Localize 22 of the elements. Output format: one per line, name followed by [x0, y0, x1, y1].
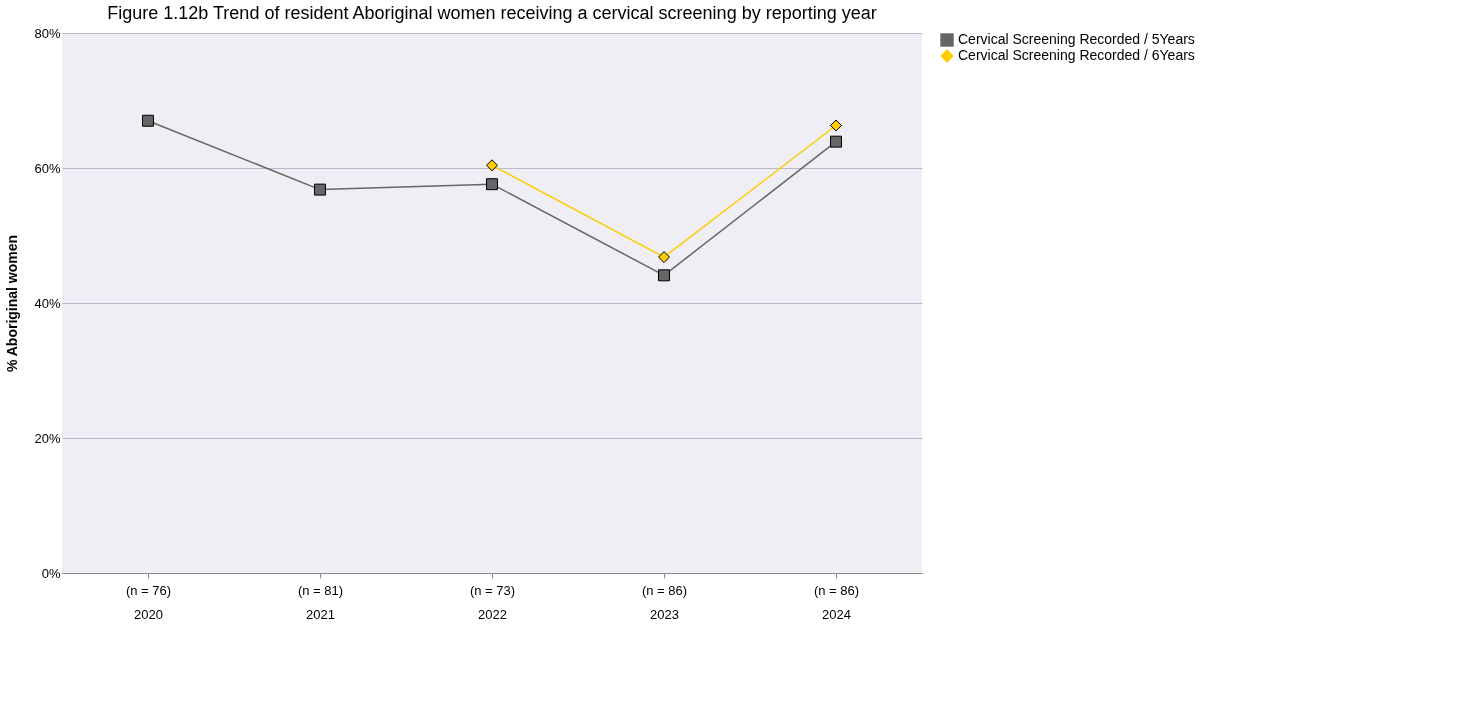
y-axis-title: % Aboriginal women: [4, 234, 21, 373]
x-tick-label: (n = 81) 2021: [297, 582, 344, 622]
x-tick-label: (n = 86) 2024: [813, 582, 860, 622]
y-tick-label: 80%: [34, 25, 61, 41]
x-tick-label: (n = 76) 2020: [125, 582, 172, 622]
point: [830, 119, 842, 132]
point: [486, 159, 498, 172]
point: [658, 269, 670, 282]
point: [658, 251, 670, 264]
y-tick-label: 60%: [34, 160, 61, 176]
legend-label: Cervical Screening Recorded / 5Years: [958, 31, 1195, 47]
point: [142, 114, 154, 127]
point: [830, 135, 842, 148]
y-tick-label: 40%: [34, 295, 61, 311]
legend-label: Cervical Screening Recorded / 6Years: [958, 47, 1195, 63]
y-tick-label: 0%: [41, 565, 61, 581]
point: [314, 183, 326, 196]
chart-title: Figure 1.12b Trend of resident Aboriginal women receiving a cervical screening by reporting year: [107, 3, 877, 23]
x-tick-label: (n = 86) 2023: [641, 582, 688, 622]
x-tick-label: (n = 73) 2022: [469, 582, 516, 622]
point: [486, 178, 498, 191]
y-tick-label: 20%: [34, 430, 61, 446]
